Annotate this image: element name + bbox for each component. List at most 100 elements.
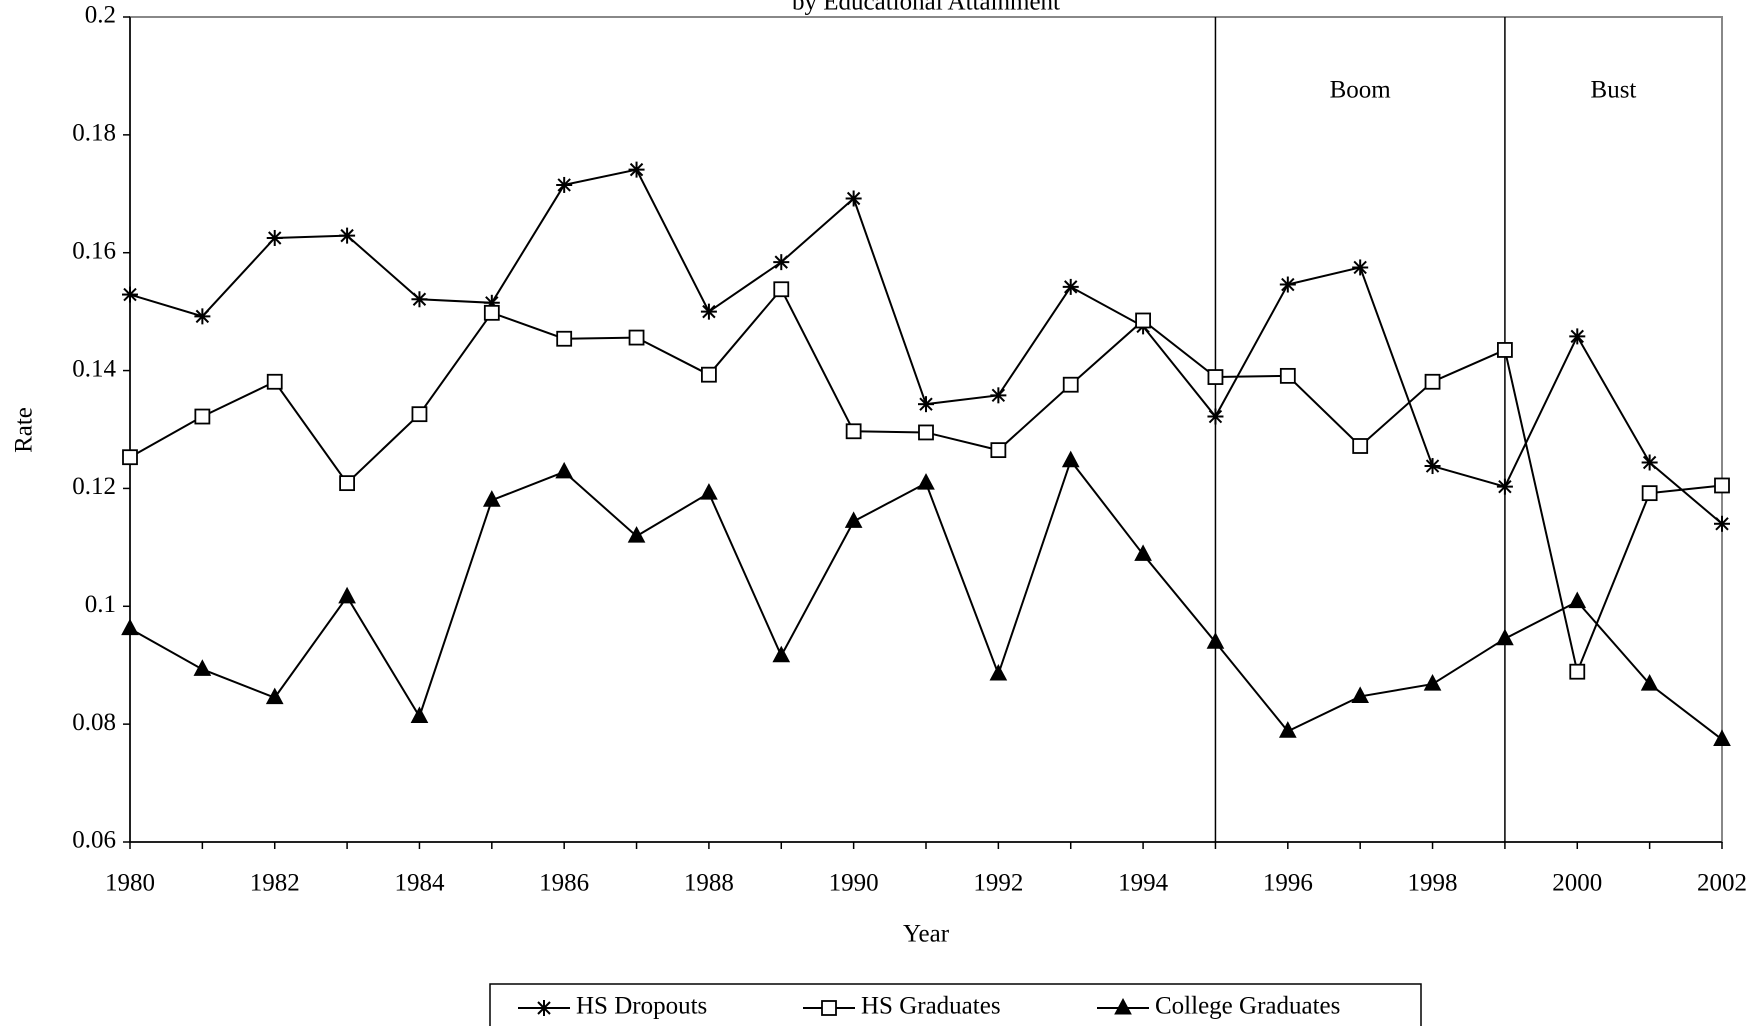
marker-stroke	[537, 1001, 551, 1015]
marker-stroke	[1353, 260, 1367, 275]
marker	[1569, 663, 1586, 680]
legend-label: HS Graduates	[861, 993, 1001, 1020]
marker	[773, 281, 790, 298]
marker	[773, 254, 790, 271]
marker	[121, 618, 139, 636]
chart-title: by Educational Attainment	[792, 0, 1060, 16]
marker-stroke	[919, 397, 933, 411]
marker-shape	[122, 449, 138, 466]
marker-shape	[339, 475, 355, 492]
legend-label: College Graduates	[1155, 993, 1340, 1020]
marker-stroke	[195, 309, 210, 324]
marker	[1061, 450, 1080, 468]
marker-shape	[1568, 591, 1587, 609]
marker	[918, 424, 934, 441]
marker	[701, 366, 717, 383]
marker-shape	[1278, 721, 1297, 738]
marker-shape	[1062, 376, 1079, 393]
marker	[1641, 454, 1658, 471]
x-tick-label: 1984	[394, 870, 445, 897]
marker	[628, 329, 645, 346]
marker	[194, 308, 211, 325]
marker-stroke	[1425, 459, 1440, 473]
y-tick-label: 0.1	[85, 591, 116, 618]
x-tick-label: 1986	[539, 870, 589, 897]
x-tick-label: 1982	[250, 870, 300, 897]
y-tick-label: 0.06	[72, 827, 116, 854]
marker	[1279, 276, 1296, 293]
marker-shape	[1351, 686, 1370, 703]
marker-shape	[1352, 438, 1369, 454]
marker-stroke	[991, 388, 1006, 403]
x-tick-label: 1988	[684, 870, 734, 897]
x-tick-label: 2000	[1552, 870, 1602, 897]
marker-stroke	[1715, 517, 1729, 531]
marker-shape	[1569, 663, 1586, 680]
marker-shape	[338, 586, 356, 604]
marker	[536, 1000, 552, 1016]
marker-shape	[772, 645, 791, 663]
marker-shape	[627, 526, 646, 543]
marker	[338, 586, 356, 604]
marker	[1352, 438, 1369, 454]
marker-shape	[1279, 367, 1296, 384]
marker-shape	[844, 511, 863, 528]
marker	[990, 442, 1007, 459]
marker-shape	[1714, 477, 1730, 494]
marker	[1278, 721, 1297, 738]
marker-shape	[1206, 632, 1225, 649]
marker	[845, 423, 862, 440]
marker-stroke	[412, 292, 427, 306]
series-line	[129, 168, 1723, 525]
x-tick-label: 2002	[1697, 870, 1747, 897]
marker	[1207, 369, 1224, 385]
marker-stroke	[123, 287, 137, 302]
marker-shape	[483, 304, 500, 321]
y-tick-label: 0.18	[72, 120, 116, 147]
marker-shape	[990, 442, 1007, 459]
marker	[628, 161, 645, 178]
marker	[193, 659, 212, 676]
marker-shape	[918, 424, 934, 441]
marker	[844, 511, 863, 528]
marker	[1714, 515, 1730, 532]
marker	[917, 473, 935, 490]
marker-shape	[1640, 674, 1659, 691]
marker-shape	[1114, 997, 1132, 1015]
legend-label: HS Dropouts	[576, 993, 707, 1020]
region-label: Bust	[1591, 77, 1637, 104]
y-tick-label: 0.08	[72, 709, 116, 736]
marker-shape	[1135, 312, 1151, 329]
marker	[339, 227, 356, 244]
marker-shape	[1423, 674, 1442, 691]
y-tick-label: 0.2	[85, 2, 116, 29]
marker-stroke	[702, 304, 716, 319]
marker	[556, 176, 573, 193]
x-axis-label: Year	[903, 921, 950, 948]
marker-shape	[1713, 729, 1731, 746]
x-tick-label: 1994	[1118, 870, 1169, 897]
marker-stroke	[846, 191, 861, 206]
marker	[1423, 674, 1442, 691]
marker-stroke	[1498, 479, 1512, 494]
marker-shape	[194, 408, 211, 425]
marker	[1497, 342, 1513, 358]
marker	[265, 687, 284, 705]
marker-shape	[1207, 369, 1224, 385]
marker	[555, 461, 574, 479]
marker-stroke	[1281, 277, 1295, 292]
marker	[1134, 544, 1152, 561]
marker-stroke	[1208, 409, 1223, 424]
marker	[1279, 367, 1296, 384]
marker	[1351, 686, 1370, 703]
marker-shape	[1496, 628, 1514, 646]
marker-stroke	[774, 255, 788, 269]
marker	[1207, 408, 1224, 425]
marker-shape	[845, 423, 862, 440]
marker-shape	[1497, 342, 1513, 358]
marker	[1496, 628, 1514, 646]
marker	[1424, 458, 1441, 475]
marker	[411, 406, 428, 423]
marker-shape	[989, 663, 1008, 681]
marker-stroke	[1642, 455, 1657, 470]
